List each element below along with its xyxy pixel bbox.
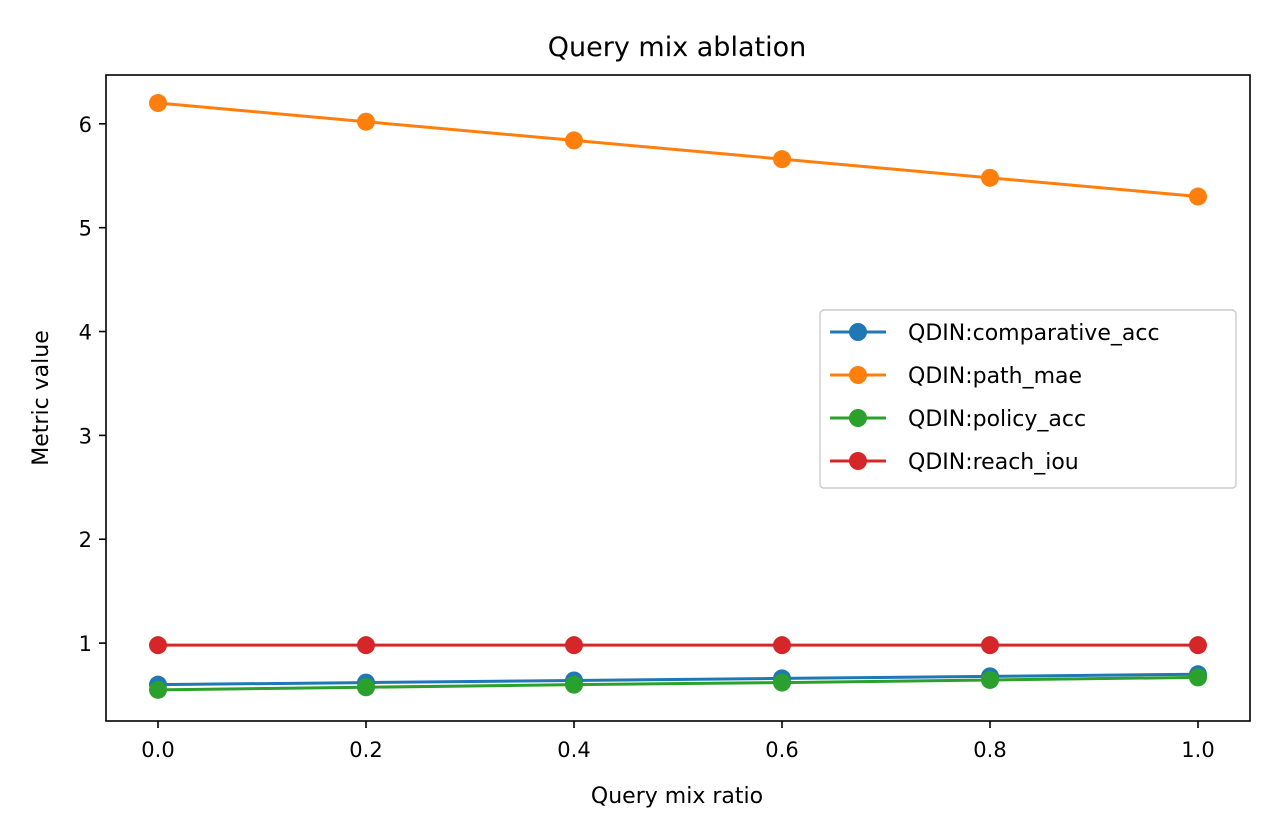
legend-label: QDIN:path_mae (908, 364, 1082, 389)
y-tick-label: 3 (79, 424, 92, 448)
legend-label: QDIN:reach_iou (908, 450, 1079, 475)
legend-item: QDIN:path_mae (830, 364, 1082, 389)
chart-title: Query mix ablation (548, 32, 806, 63)
data-point (981, 670, 999, 689)
x-tick-label: 0.4 (557, 738, 590, 762)
y-axis: 1 2 3 4 5 6 (79, 113, 106, 656)
data-point (1189, 668, 1207, 687)
data-point (149, 636, 167, 655)
data-point (773, 636, 791, 655)
data-point (773, 150, 791, 169)
legend-swatch-marker (849, 366, 867, 384)
data-point (149, 94, 167, 113)
data-point (1189, 636, 1207, 655)
legend-swatch-marker (849, 323, 867, 341)
y-tick-label: 5 (79, 217, 92, 241)
series-3 (149, 636, 1207, 655)
data-point (773, 673, 791, 692)
x-tick-label: 0.6 (765, 738, 798, 762)
legend-item: QDIN:reach_iou (830, 450, 1079, 475)
data-point (1189, 187, 1207, 206)
legend-label: QDIN:policy_acc (908, 407, 1086, 432)
data-point (357, 112, 375, 131)
legend: QDIN:comparative_acc QDIN:path_mae QDIN:po… (819, 309, 1237, 489)
legend-box (819, 309, 1237, 489)
x-tick-label: 0.8 (973, 738, 1006, 762)
x-axis-label: Query mix ratio (591, 784, 763, 809)
legend-swatch-marker (849, 452, 867, 470)
y-axis-label: Metric value (29, 330, 54, 465)
legend-item: QDIN:policy_acc (830, 407, 1086, 432)
data-point (149, 680, 167, 699)
y-tick-label: 4 (79, 321, 92, 345)
data-point (565, 131, 583, 150)
legend-item: QDIN:comparative_acc (830, 321, 1160, 346)
y-tick-label: 2 (79, 528, 92, 552)
y-tick-label: 6 (79, 113, 92, 137)
legend-swatch-marker (849, 409, 867, 427)
legend-label: QDIN:comparative_acc (908, 321, 1160, 346)
data-point (565, 636, 583, 655)
data-point (981, 636, 999, 655)
series-line (157, 672, 1199, 687)
plot-area (105, 74, 1251, 722)
plot-frame (105, 74, 1251, 722)
y-tick-label: 1 (79, 632, 92, 656)
series-2 (149, 668, 1207, 699)
data-point (565, 675, 583, 694)
data-point (981, 168, 999, 187)
data-point (357, 636, 375, 655)
series-line (157, 675, 1199, 692)
x-tick-label: 0.2 (349, 738, 382, 762)
series-1 (149, 94, 1207, 206)
series-line (157, 101, 1199, 199)
x-tick-label: 1.0 (1181, 738, 1214, 762)
data-point (357, 678, 375, 697)
x-axis: 0.0 0.2 0.4 0.6 0.8 1.0 (141, 721, 1215, 762)
x-tick-label: 0.0 (141, 738, 174, 762)
